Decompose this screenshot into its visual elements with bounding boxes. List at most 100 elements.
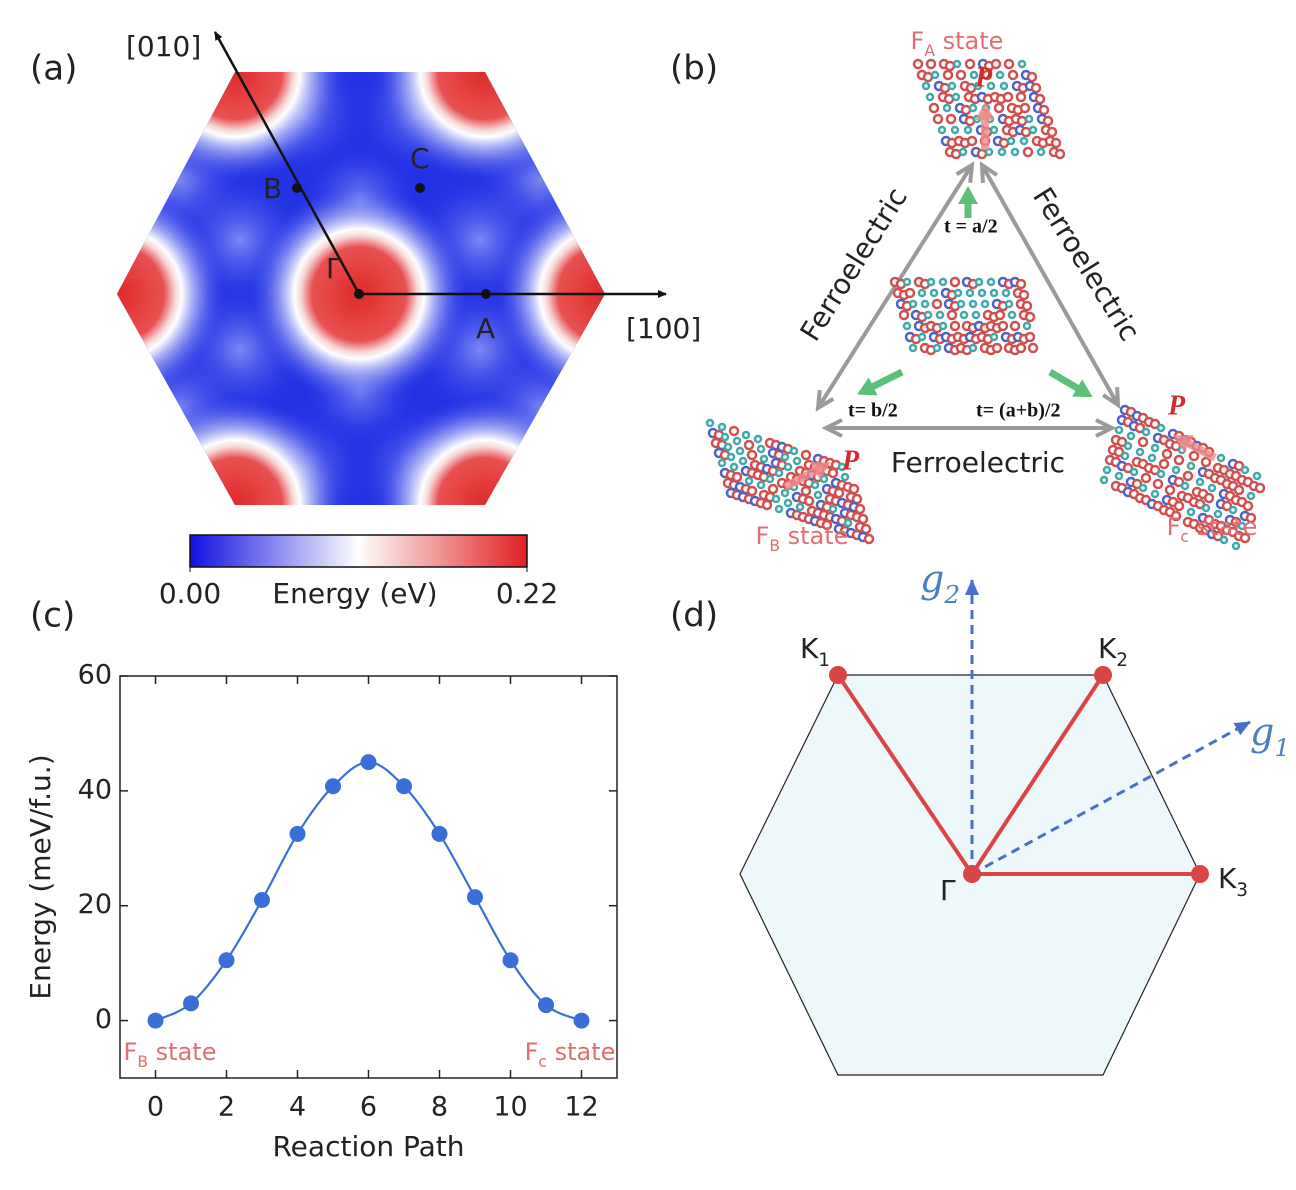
polarization-label: P	[974, 62, 993, 93]
polarization-arrows	[783, 102, 1217, 491]
atom	[741, 430, 751, 440]
point-gamma	[354, 289, 364, 299]
atom	[756, 444, 766, 454]
atom	[1050, 137, 1062, 149]
atom	[991, 342, 1003, 354]
point-label: C	[410, 142, 430, 175]
point-label: K1	[800, 632, 830, 671]
atom	[1015, 278, 1027, 290]
atom	[947, 81, 957, 91]
annotation-part: state	[148, 1038, 216, 1066]
data-point	[325, 778, 341, 795]
point-label-part: K	[1098, 632, 1117, 665]
atom	[756, 480, 766, 490]
atom	[952, 59, 962, 69]
atom	[990, 58, 1002, 70]
atom	[717, 422, 727, 432]
atom	[771, 494, 781, 504]
transition-label: Ferroelectric	[891, 446, 1065, 479]
atom	[759, 454, 769, 464]
atom	[1036, 147, 1046, 157]
atom	[1156, 469, 1166, 479]
atom	[1233, 484, 1245, 496]
atom	[1137, 436, 1149, 448]
panel-label: (c)	[30, 596, 75, 636]
atom	[950, 125, 960, 135]
x-tick-label: 12	[564, 1092, 598, 1123]
state-label-part: state	[780, 522, 848, 550]
point-label-part: 3	[1236, 880, 1248, 901]
atom	[746, 485, 758, 497]
atom	[973, 81, 983, 91]
atom	[765, 474, 775, 484]
x-tick-label: 0	[147, 1092, 164, 1123]
panel-label: (a)	[30, 49, 77, 89]
annotation: FB state	[124, 1038, 217, 1071]
point-label-part: 2	[1116, 650, 1128, 671]
atom	[956, 299, 966, 309]
atom	[1221, 500, 1233, 512]
axis-010	[213, 31, 361, 295]
annotation: Fc state	[525, 1038, 616, 1071]
atom	[928, 102, 940, 114]
atom	[1122, 462, 1134, 474]
vector-label-part: g	[920, 557, 944, 601]
reciprocal-vectors	[965, 579, 1251, 876]
atom	[932, 343, 942, 353]
atom	[1015, 342, 1027, 354]
atom	[1186, 461, 1196, 471]
annotation-part: B	[137, 1053, 148, 1071]
translation-label: t= (a+b)/2	[976, 400, 1060, 422]
polarization-label: P	[841, 445, 860, 476]
atom	[1046, 126, 1058, 138]
direction-label: [100]	[626, 312, 701, 345]
state-label: FA state	[911, 27, 1004, 60]
panel-label: (d)	[670, 596, 718, 636]
plot-frame	[119, 675, 618, 1079]
state-label: Fc state	[1167, 513, 1258, 546]
atom	[810, 480, 820, 490]
atom	[1140, 472, 1152, 484]
point-c	[415, 183, 425, 193]
atom	[966, 135, 978, 147]
vector-label: g1	[1250, 710, 1290, 763]
atom	[1004, 299, 1014, 309]
atom	[1134, 422, 1146, 434]
atom	[1147, 453, 1157, 463]
atom	[1030, 82, 1042, 94]
atom	[840, 472, 850, 482]
atom	[1200, 456, 1212, 468]
atom	[1141, 427, 1151, 437]
atom	[803, 495, 815, 507]
atom	[977, 288, 987, 298]
vector-label-part: 1	[1274, 733, 1290, 762]
atom	[723, 442, 733, 452]
atom	[1207, 483, 1217, 493]
translation-label: t= b/2	[848, 400, 898, 422]
atom	[998, 137, 1010, 149]
atom	[931, 298, 943, 310]
atom	[995, 70, 1005, 80]
atom	[955, 69, 967, 81]
atom	[1129, 467, 1139, 477]
atom	[1135, 447, 1145, 457]
atom	[828, 504, 838, 514]
atom	[1018, 289, 1030, 301]
atom	[968, 343, 978, 353]
atom	[949, 320, 961, 332]
atom	[944, 60, 956, 72]
data-point	[538, 997, 554, 1014]
atom	[761, 499, 773, 511]
atom	[902, 321, 912, 331]
data-point	[254, 891, 270, 908]
atom	[1173, 476, 1185, 488]
point-label-part: K	[1218, 862, 1237, 895]
atom	[743, 439, 755, 451]
point-label-part: K	[800, 632, 819, 665]
atom	[1113, 446, 1125, 458]
atom	[1131, 478, 1143, 490]
atom	[972, 114, 982, 124]
atom	[1024, 311, 1036, 323]
point-label: Γ	[940, 874, 956, 907]
